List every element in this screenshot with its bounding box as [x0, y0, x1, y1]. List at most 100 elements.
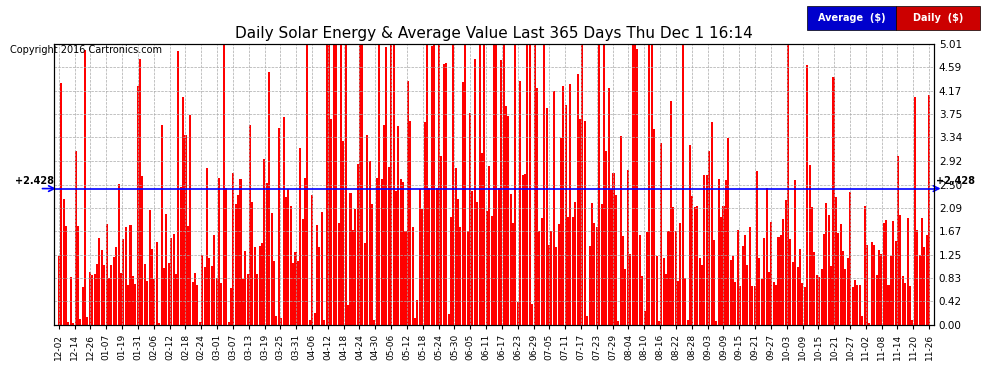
- Bar: [165, 214, 167, 325]
- Bar: [316, 225, 318, 325]
- Bar: [579, 119, 581, 325]
- Bar: [622, 237, 624, 325]
- Bar: [209, 258, 211, 325]
- Bar: [670, 101, 672, 325]
- Bar: [878, 249, 880, 325]
- Bar: [347, 305, 349, 325]
- Bar: [751, 286, 753, 325]
- Bar: [742, 246, 743, 325]
- Bar: [536, 88, 538, 325]
- Bar: [586, 316, 588, 325]
- Bar: [591, 203, 593, 325]
- Bar: [240, 180, 242, 325]
- Bar: [409, 120, 411, 325]
- Bar: [605, 151, 607, 325]
- Bar: [72, 323, 74, 325]
- Bar: [524, 174, 526, 325]
- Bar: [383, 124, 385, 325]
- Bar: [632, 33, 634, 325]
- Bar: [753, 286, 755, 325]
- Bar: [871, 242, 873, 325]
- Bar: [921, 218, 923, 325]
- Bar: [639, 235, 641, 325]
- Bar: [228, 322, 230, 325]
- Bar: [689, 146, 691, 325]
- Bar: [258, 246, 260, 325]
- Bar: [642, 276, 644, 325]
- Bar: [84, 50, 86, 325]
- Bar: [900, 215, 902, 325]
- Bar: [218, 178, 220, 325]
- Bar: [919, 255, 921, 325]
- Bar: [794, 180, 796, 325]
- Bar: [716, 321, 718, 325]
- Bar: [792, 262, 794, 325]
- Bar: [290, 207, 292, 325]
- Bar: [282, 117, 284, 325]
- Bar: [434, 33, 436, 325]
- Bar: [378, 33, 380, 325]
- Bar: [653, 129, 655, 325]
- Bar: [343, 141, 345, 325]
- Bar: [818, 277, 820, 325]
- Bar: [625, 268, 627, 325]
- Bar: [782, 219, 784, 325]
- Bar: [885, 220, 887, 325]
- Text: +2.428: +2.428: [15, 176, 54, 186]
- Bar: [672, 207, 674, 325]
- Bar: [770, 222, 772, 325]
- Bar: [858, 285, 861, 325]
- Bar: [242, 279, 244, 325]
- Bar: [436, 188, 438, 325]
- Bar: [366, 135, 368, 325]
- Bar: [115, 247, 117, 325]
- Bar: [842, 251, 844, 325]
- Bar: [388, 167, 390, 325]
- Bar: [235, 204, 237, 325]
- Bar: [760, 279, 762, 325]
- Bar: [253, 247, 255, 325]
- Bar: [275, 316, 277, 325]
- Bar: [601, 204, 603, 325]
- Bar: [564, 105, 566, 325]
- Bar: [167, 263, 170, 325]
- Bar: [98, 238, 100, 325]
- Bar: [748, 228, 750, 325]
- Bar: [251, 202, 253, 325]
- Bar: [160, 125, 162, 325]
- Bar: [359, 33, 361, 325]
- Bar: [376, 177, 378, 325]
- Bar: [809, 165, 811, 325]
- Bar: [421, 209, 424, 325]
- Bar: [875, 275, 877, 325]
- Bar: [844, 269, 846, 325]
- Bar: [424, 122, 426, 325]
- Bar: [777, 237, 779, 325]
- Bar: [380, 179, 382, 325]
- Bar: [517, 302, 519, 325]
- Bar: [660, 143, 662, 325]
- Bar: [285, 197, 287, 325]
- Bar: [299, 147, 301, 325]
- Bar: [569, 84, 571, 325]
- Bar: [390, 33, 392, 325]
- Bar: [431, 46, 433, 325]
- Bar: [873, 244, 875, 325]
- Bar: [728, 138, 730, 325]
- Bar: [780, 236, 782, 325]
- Bar: [270, 213, 272, 325]
- Bar: [447, 314, 449, 325]
- Bar: [363, 243, 366, 325]
- Text: +2.428: +2.428: [937, 176, 975, 186]
- Bar: [557, 224, 559, 325]
- Bar: [529, 33, 531, 325]
- Bar: [644, 311, 645, 325]
- Bar: [854, 280, 856, 325]
- Bar: [429, 188, 431, 325]
- Bar: [787, 35, 789, 325]
- Bar: [880, 254, 882, 325]
- Bar: [924, 246, 926, 325]
- Bar: [340, 33, 342, 325]
- Bar: [459, 226, 461, 325]
- Bar: [567, 217, 569, 325]
